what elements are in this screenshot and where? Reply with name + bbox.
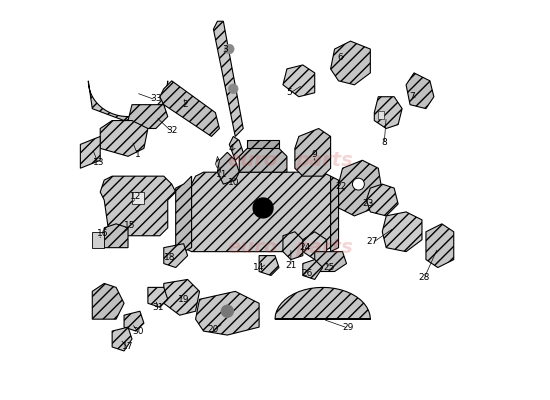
Text: 11: 11 bbox=[216, 170, 227, 179]
Text: 18: 18 bbox=[164, 253, 175, 262]
Polygon shape bbox=[217, 152, 239, 184]
Polygon shape bbox=[283, 65, 315, 97]
Text: 19: 19 bbox=[178, 295, 189, 304]
Text: 1: 1 bbox=[135, 150, 141, 159]
Polygon shape bbox=[196, 291, 259, 335]
Polygon shape bbox=[100, 176, 175, 236]
Text: 32: 32 bbox=[166, 126, 178, 135]
Text: 23: 23 bbox=[362, 200, 374, 208]
Text: 3: 3 bbox=[222, 44, 228, 54]
Text: 22: 22 bbox=[335, 182, 346, 190]
Polygon shape bbox=[378, 111, 384, 118]
Polygon shape bbox=[303, 260, 323, 280]
Text: 24: 24 bbox=[299, 243, 310, 252]
Polygon shape bbox=[124, 311, 144, 331]
Polygon shape bbox=[89, 81, 168, 120]
Polygon shape bbox=[175, 176, 191, 252]
Polygon shape bbox=[80, 136, 100, 168]
Text: 8: 8 bbox=[381, 138, 387, 147]
Text: 6: 6 bbox=[338, 52, 343, 62]
Text: 28: 28 bbox=[418, 273, 430, 282]
Text: 17: 17 bbox=[122, 342, 134, 352]
Polygon shape bbox=[366, 184, 398, 216]
Text: 33: 33 bbox=[150, 94, 162, 103]
Text: parts: parts bbox=[295, 151, 353, 170]
Text: 15: 15 bbox=[124, 221, 136, 230]
Text: 31: 31 bbox=[152, 303, 163, 312]
Circle shape bbox=[224, 44, 234, 54]
Polygon shape bbox=[92, 232, 104, 248]
Text: 26: 26 bbox=[301, 269, 312, 278]
Text: parts: parts bbox=[295, 238, 353, 257]
Polygon shape bbox=[315, 252, 346, 272]
Polygon shape bbox=[339, 160, 382, 216]
Circle shape bbox=[253, 198, 273, 218]
Polygon shape bbox=[164, 280, 200, 315]
Polygon shape bbox=[426, 224, 454, 268]
Polygon shape bbox=[104, 224, 128, 248]
Circle shape bbox=[353, 178, 364, 190]
Polygon shape bbox=[160, 81, 219, 136]
Text: 16: 16 bbox=[96, 229, 108, 238]
Polygon shape bbox=[148, 287, 168, 307]
Polygon shape bbox=[295, 128, 331, 176]
Text: 30: 30 bbox=[132, 326, 144, 336]
Polygon shape bbox=[247, 140, 279, 148]
Text: 27: 27 bbox=[367, 237, 378, 246]
Text: 7: 7 bbox=[409, 92, 415, 101]
Polygon shape bbox=[216, 156, 219, 168]
Polygon shape bbox=[92, 284, 124, 319]
Polygon shape bbox=[283, 232, 303, 260]
Text: 4: 4 bbox=[228, 144, 234, 153]
Text: 29: 29 bbox=[343, 323, 354, 332]
Polygon shape bbox=[184, 172, 331, 252]
Polygon shape bbox=[375, 97, 402, 128]
Text: 5: 5 bbox=[286, 88, 292, 97]
Text: euro: euro bbox=[227, 151, 277, 170]
Text: 14: 14 bbox=[254, 263, 265, 272]
Text: 25: 25 bbox=[323, 263, 334, 272]
Polygon shape bbox=[331, 41, 370, 85]
Polygon shape bbox=[406, 73, 434, 109]
Polygon shape bbox=[164, 244, 188, 268]
Circle shape bbox=[221, 305, 233, 317]
Text: 13: 13 bbox=[92, 158, 104, 167]
Polygon shape bbox=[239, 148, 287, 172]
Polygon shape bbox=[275, 287, 370, 319]
Circle shape bbox=[229, 84, 238, 94]
Text: euro: euro bbox=[227, 238, 277, 257]
Polygon shape bbox=[382, 212, 422, 252]
Text: 9: 9 bbox=[312, 150, 317, 159]
Text: 10: 10 bbox=[228, 178, 239, 187]
Polygon shape bbox=[100, 120, 148, 156]
Text: 20: 20 bbox=[208, 324, 219, 334]
Polygon shape bbox=[259, 256, 279, 276]
Text: 12: 12 bbox=[130, 192, 142, 200]
Polygon shape bbox=[229, 136, 243, 160]
Polygon shape bbox=[132, 192, 144, 204]
Polygon shape bbox=[213, 21, 243, 136]
Polygon shape bbox=[112, 327, 132, 351]
Text: 21: 21 bbox=[285, 261, 296, 270]
Polygon shape bbox=[331, 176, 339, 252]
Polygon shape bbox=[303, 232, 327, 260]
Text: 2: 2 bbox=[183, 100, 189, 109]
Polygon shape bbox=[128, 105, 168, 128]
